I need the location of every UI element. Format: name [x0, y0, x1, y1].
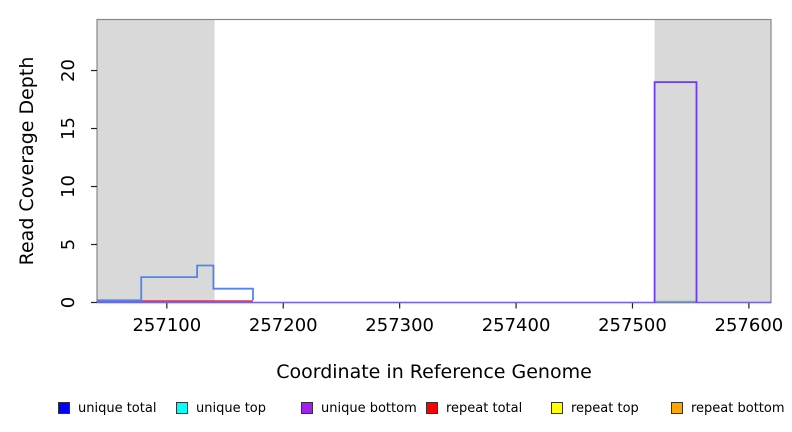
y-tick-label: 20	[58, 59, 79, 82]
legend-label: unique bottom	[321, 400, 417, 416]
legend-item-repeat-bottom: repeat bottom	[671, 399, 785, 417]
legend-label: repeat top	[571, 400, 639, 416]
y-axis-title: Read Coverage Depth	[16, 57, 38, 266]
y-tick-label: 0	[58, 297, 79, 308]
legend-label: unique total	[78, 400, 157, 416]
legend-swatch-icon	[426, 402, 438, 414]
legend-item-unique-bottom: unique bottom	[301, 399, 417, 417]
x-tick-label: 257600	[715, 315, 784, 336]
unique-total-steps-line	[97, 264, 254, 302]
y-tick-label: 10	[58, 175, 79, 198]
coverage-chart: 257100 257200 257300 257400 257500 257600 0 5 10…	[16, 18, 784, 383]
legend-item-repeat-total: repeat total	[426, 399, 522, 417]
legend-swatch-icon	[301, 402, 313, 414]
y-tick-label: 15	[58, 117, 79, 140]
x-tick-label: 257200	[249, 315, 318, 336]
x-tick-label: 257300	[365, 315, 434, 336]
y-tick-label: 5	[58, 239, 79, 250]
legend-swatch-icon	[551, 402, 563, 414]
x-tick-label: 257400	[482, 315, 551, 336]
legend-label: unique top	[196, 400, 267, 416]
legend-label: repeat total	[446, 400, 523, 416]
legend-item-unique-top: unique top	[176, 399, 266, 417]
legend-label: repeat bottom	[691, 400, 785, 416]
legend-swatch-icon	[671, 402, 683, 414]
x-axis-title: Coordinate in Reference Genome	[276, 361, 592, 383]
x-tick-label: 257100	[132, 315, 201, 336]
legend-swatch-icon	[58, 402, 70, 414]
right-gray-region	[654, 19, 771, 303]
legend-item-repeat-top: repeat top	[551, 399, 639, 417]
legend-swatch-icon	[176, 402, 188, 414]
x-tick-label: 257500	[598, 315, 667, 336]
unique-bottom-bar-line	[653, 81, 698, 303]
left-gray-region	[97, 19, 215, 303]
chart-legend: unique total unique top unique bottom repea…	[0, 399, 792, 425]
legend-item-unique-total: unique total	[58, 399, 156, 417]
